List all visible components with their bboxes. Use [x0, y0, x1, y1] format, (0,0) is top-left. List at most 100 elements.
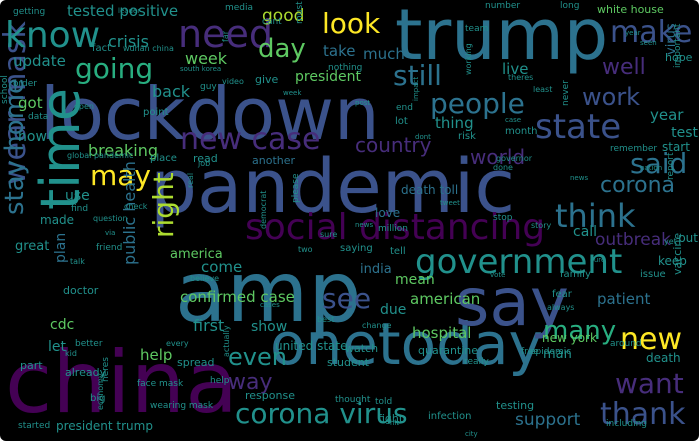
word-guy: guy — [200, 82, 217, 92]
word-man: man — [543, 347, 572, 362]
word-economy: economy — [96, 373, 105, 410]
word-free: free — [521, 347, 539, 357]
word-testing: testing — [496, 399, 535, 412]
word-wuhan-china: wuhan china — [123, 44, 174, 53]
word-year: year — [625, 29, 641, 37]
word-check: check — [124, 202, 148, 211]
word-month: month — [505, 126, 538, 137]
word-say: say — [455, 264, 569, 341]
word-death-toll: death toll — [401, 183, 459, 197]
word-well: well — [602, 55, 646, 80]
word-far: far — [221, 30, 230, 42]
word-seen: seen — [640, 39, 657, 47]
word-amp: amp — [175, 243, 362, 341]
word-city: city — [465, 430, 478, 438]
word-sure: sure — [320, 230, 338, 239]
word-video: video — [222, 77, 244, 86]
word-democrat: democrat — [259, 190, 268, 229]
word-president: president — [295, 69, 361, 85]
word-corona-virus: corona virus — [235, 397, 408, 430]
word-thank: thank — [600, 397, 686, 432]
word-point: point — [143, 107, 169, 118]
word-watch: watch — [345, 342, 379, 355]
word-social-distancing: social distancing — [245, 207, 546, 248]
word-never: never — [561, 80, 571, 106]
word-call: call — [573, 224, 598, 240]
word-tested-positive: tested positive — [67, 2, 179, 20]
word-even: even — [228, 343, 287, 371]
word-nothing: nothing — [328, 63, 363, 73]
word-due: due — [380, 302, 407, 318]
word-tell: tell — [390, 246, 406, 257]
word-cant: cant — [262, 17, 282, 27]
word-doctor: doctor — [63, 284, 99, 297]
word-story: story — [531, 221, 552, 230]
word-see: see — [322, 282, 372, 315]
word-help: help — [140, 346, 173, 364]
word-school: school — [0, 75, 10, 104]
word-important: important — [673, 23, 683, 68]
word-case: case — [505, 116, 522, 124]
word-world: world — [470, 145, 526, 169]
word-data: data — [28, 112, 49, 122]
word-back: back — [152, 82, 191, 101]
word-hospital: hospital — [412, 324, 472, 342]
word-part: part — [20, 359, 43, 372]
word-risk: risk — [458, 131, 476, 142]
word-hit: hit — [390, 419, 400, 427]
word-order: order — [13, 79, 37, 89]
word-first: first — [193, 316, 225, 335]
word-president-trump: president trump — [56, 419, 153, 433]
word-please: please — [291, 173, 301, 204]
word-every: every — [166, 339, 189, 348]
word-death: death — [646, 351, 681, 365]
word-new-york: new york — [542, 331, 597, 345]
word-put: put — [678, 231, 698, 245]
word-help: help — [210, 376, 230, 386]
word-working: working — [464, 43, 473, 75]
word-better: better — [75, 339, 103, 349]
word-use: use — [65, 188, 90, 204]
word-got: got — [18, 94, 43, 112]
word-remember: remember — [610, 144, 658, 154]
word-media: media — [225, 3, 254, 13]
word-made: made — [40, 213, 75, 227]
word-still: still — [393, 59, 442, 92]
word-end: end — [396, 103, 413, 113]
word-best: best — [317, 315, 335, 324]
word-need: need — [178, 12, 273, 56]
word-onetoday: onetoday — [270, 310, 543, 378]
word-mean: mean — [395, 272, 435, 288]
word-week: week — [283, 89, 302, 97]
word-really: really — [464, 357, 489, 367]
word-vote: vote — [490, 271, 506, 279]
word-year: year — [650, 106, 684, 124]
word-team: team — [465, 24, 489, 34]
word-government: government — [415, 242, 623, 282]
word-new-case: new case — [180, 122, 321, 157]
word-cases: cases — [260, 301, 280, 309]
word-corona: corona — [600, 173, 676, 198]
word-around: around — [610, 339, 642, 349]
word-hope: hope — [665, 51, 693, 64]
word-america: america — [170, 247, 223, 262]
word-going: going — [75, 52, 154, 85]
word-least: least — [533, 85, 553, 94]
word-friend: friend — [96, 243, 123, 253]
word-pandemic: pandemic — [150, 144, 516, 230]
word-dont: dont — [415, 133, 431, 141]
word-lockdown: lockdown — [40, 72, 380, 156]
word-place: place — [150, 153, 177, 164]
word-news: news — [570, 174, 589, 182]
word-two: two — [298, 245, 313, 254]
word-job: job — [198, 159, 211, 168]
word-kid: kid — [65, 349, 77, 358]
word-day: day — [258, 34, 306, 64]
word-actually: actually — [222, 325, 231, 357]
word-india: india — [360, 262, 392, 277]
word-make: make — [610, 15, 693, 50]
word-good: good — [262, 6, 305, 26]
word-already: already — [65, 366, 107, 379]
word-global-pandemic: global pandemic — [67, 151, 134, 160]
